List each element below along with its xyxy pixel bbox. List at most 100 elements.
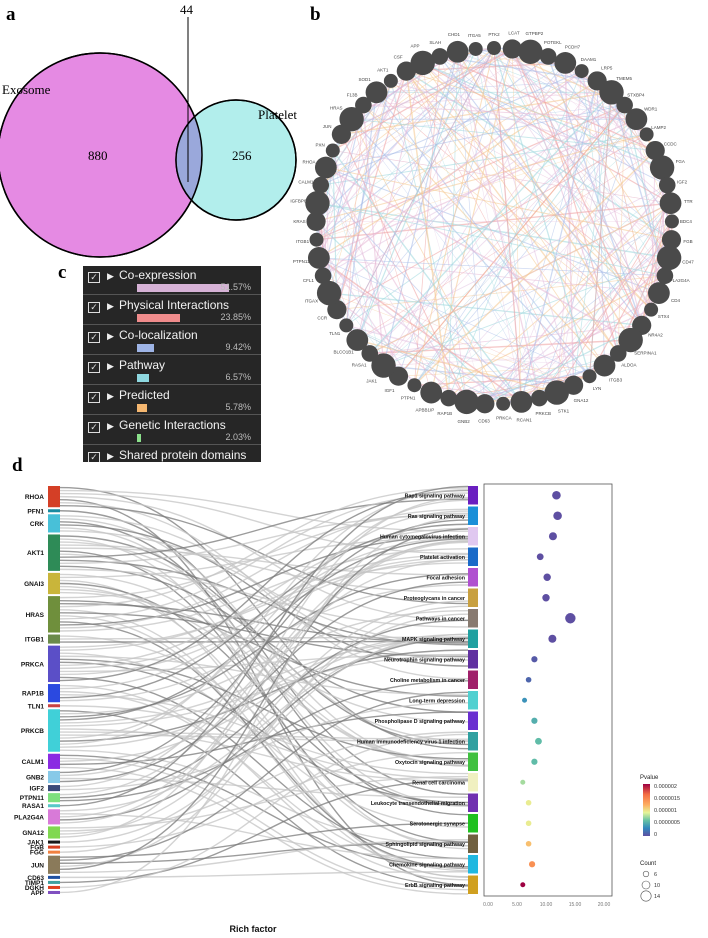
sankey-flow (59, 731, 469, 832)
gene-bar (48, 809, 60, 825)
checkbox-icon[interactable]: ✓ (88, 392, 100, 403)
network-edge (484, 292, 660, 405)
pathway-label: Renal cell carcinoma (412, 780, 465, 786)
sankey-flow (59, 871, 469, 879)
network-node-label: STXBP4 (627, 93, 645, 98)
gene-bar (48, 785, 60, 792)
panel-label-b: b (310, 4, 321, 25)
legend-row[interactable]: ✓ ▶ Pathway 6.57% (83, 356, 261, 385)
pathway-label: Serotonergic synapse (410, 821, 465, 827)
sankey-flow (59, 562, 469, 648)
legend-row[interactable]: ✓ ▶ Genetic Interactions 2.03% (83, 416, 261, 445)
pathway-bar (468, 629, 478, 648)
network-node (371, 353, 396, 378)
sankey-flow (59, 535, 469, 626)
legend-row[interactable]: ✓ ▶ Co-localization 9.42% (83, 326, 261, 355)
sankey-flow (59, 733, 469, 889)
network-node (420, 381, 443, 404)
legend-row[interactable]: ✓ ▶ Shared protein domains (83, 446, 261, 462)
network-edge (413, 150, 656, 386)
sankey-flow (59, 600, 469, 835)
network-edge (328, 91, 612, 294)
network-edge (484, 239, 672, 405)
network-edge (439, 56, 558, 393)
network-edge (369, 91, 613, 354)
network-node-label: SLAH (429, 40, 441, 45)
network-node-label: ITGAX (305, 298, 319, 303)
network-node (454, 389, 479, 415)
sankey-flow (59, 489, 469, 532)
expand-triangle-icon[interactable]: ▶ (107, 451, 114, 461)
expand-triangle-icon[interactable]: ▶ (107, 421, 114, 431)
legend-label: Physical Interactions (119, 298, 230, 312)
expand-triangle-icon[interactable]: ▶ (107, 301, 114, 311)
network-edge (315, 62, 566, 222)
network-node (582, 369, 597, 384)
network-edge (325, 167, 672, 241)
network-node (639, 127, 654, 142)
expand-triangle-icon[interactable]: ▶ (107, 331, 114, 341)
pathway-label: Ras signaling pathway (408, 514, 465, 520)
sankey-flow (59, 541, 469, 824)
legend-row[interactable]: ✓ ▶ Predicted 5.78% (83, 386, 261, 415)
venn-platelet-label: Platelet (258, 107, 297, 122)
legend-row[interactable]: ✓ ▶ Co-expression 51.57% (83, 266, 261, 295)
expand-triangle-icon[interactable]: ▶ (107, 361, 114, 371)
legend-label: Pathway (119, 358, 166, 372)
legend-percent: 51.57% (220, 282, 251, 292)
network-node-label: APBB1IP (416, 407, 435, 412)
checkbox-icon[interactable]: ✓ (88, 302, 100, 313)
venn-exosome-count: 880 (88, 148, 108, 163)
network-edge (376, 92, 540, 399)
network-edge (457, 51, 637, 120)
sankey-flow (59, 501, 469, 680)
count-legend-label: 14 (654, 894, 660, 900)
network-node-label: CD47 (682, 259, 694, 264)
x-tick-label: 20.00 (598, 902, 611, 908)
checkbox-icon[interactable]: ✓ (88, 272, 100, 283)
checkbox-icon[interactable]: ✓ (88, 332, 100, 343)
gene-bar (48, 596, 60, 633)
gene-label: APP (31, 890, 45, 897)
network-edge (345, 92, 378, 326)
expand-triangle-icon[interactable]: ▶ (107, 391, 114, 401)
gene-label: AKT1 (27, 550, 44, 557)
checkbox-icon[interactable]: ✓ (88, 362, 100, 373)
network-node (339, 106, 364, 132)
network-edge (475, 48, 575, 386)
network-node-label: FGB (683, 239, 692, 244)
network-edge (320, 184, 522, 403)
dot-point (525, 676, 532, 683)
pathway-bar (468, 547, 478, 566)
gene-bar (48, 753, 60, 769)
sankey-flow (59, 565, 469, 713)
network-edge (430, 275, 666, 394)
network-edge (376, 51, 531, 93)
venn-exosome-label: Exosome (2, 82, 51, 97)
pathway-label: Human immunodeficiency virus 1 infection (357, 739, 465, 745)
network-node (656, 267, 674, 285)
expand-triangle-icon[interactable]: ▶ (107, 271, 114, 281)
panel-label-a: a (6, 4, 16, 25)
sankey-flow (59, 690, 469, 869)
network-node-label: TLN1 (329, 331, 341, 336)
network-node (346, 329, 369, 351)
gene-label: PRKCB (21, 728, 44, 735)
network-node-label: BLCO1B1 (333, 349, 354, 354)
network-node (510, 390, 533, 413)
network-edge (356, 48, 477, 341)
sankey-flow (59, 637, 469, 821)
checkbox-icon[interactable]: ✓ (88, 422, 100, 433)
sankey-flow (59, 486, 469, 750)
network-edge (332, 150, 399, 377)
network-edge (336, 275, 665, 311)
sankey-flow (59, 822, 469, 858)
network-node-label: F13B (347, 93, 358, 98)
legend-row[interactable]: ✓ ▶ Physical Interactions 23.85% (83, 296, 261, 325)
network-node (593, 354, 616, 377)
network-edge (346, 62, 566, 326)
checkbox-icon[interactable]: ✓ (88, 452, 100, 462)
sankey-flow (59, 540, 469, 818)
network-node-label: SERPINA1 (634, 350, 657, 355)
